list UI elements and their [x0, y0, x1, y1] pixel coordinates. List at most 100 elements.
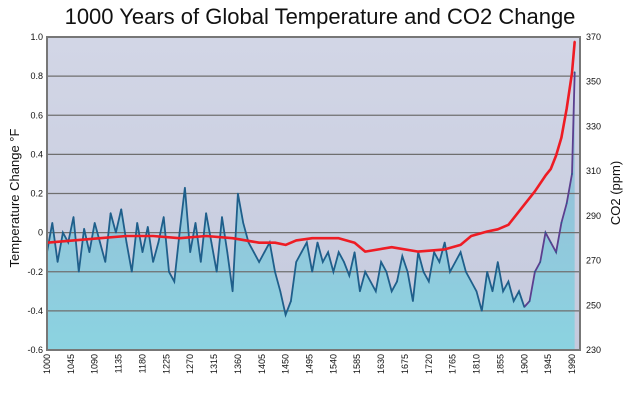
temperature-point	[56, 261, 59, 263]
x-tick-label: 1315	[209, 354, 219, 374]
temperature-point	[284, 313, 287, 316]
x-tick-label: 1000	[42, 354, 52, 374]
y2-tick-label: 270	[586, 256, 601, 266]
y2-tick-label: 350	[586, 77, 601, 87]
temperature-point	[449, 270, 451, 273]
temperature-point	[311, 270, 313, 273]
y2-tick-label: 290	[586, 211, 601, 221]
temperature-point	[369, 280, 372, 283]
co2-point	[295, 239, 298, 242]
temperature-point	[380, 261, 382, 263]
x-tick-label: 1270	[185, 354, 195, 374]
y2-axis-label: CO2 (ppm)	[608, 161, 623, 225]
temperature-point	[412, 300, 414, 302]
x-tick-label: 1495	[305, 354, 315, 374]
co2-point	[152, 235, 154, 237]
y2-tick-label: 370	[586, 32, 601, 42]
temperature-point	[353, 251, 356, 253]
x-tick-label: 1855	[495, 354, 505, 374]
temperature-point	[534, 270, 536, 273]
temperature-point	[290, 300, 292, 302]
temperature-point	[470, 280, 473, 283]
co2-point	[549, 168, 552, 170]
temperature-point	[327, 251, 329, 253]
temperature-point	[231, 290, 234, 293]
temperature-point	[72, 216, 75, 218]
co2-point	[258, 241, 261, 244]
temperature-point	[300, 251, 303, 253]
y-tick-label: 0.4	[30, 149, 43, 159]
temperature-point	[573, 71, 576, 74]
x-tick-label: 1180	[137, 354, 147, 373]
temperature-point	[162, 216, 165, 218]
temperature-point	[210, 241, 213, 244]
x-tick-label: 1990	[567, 354, 577, 374]
temperature-point	[507, 280, 510, 283]
co2-point	[205, 235, 207, 237]
x-tick-label: 1135	[114, 354, 124, 373]
temperature-point	[226, 251, 229, 253]
temperature-point	[199, 261, 202, 263]
temperature-point	[321, 261, 324, 263]
temperature-point	[125, 241, 128, 244]
temperature-point	[560, 222, 563, 224]
temperature-point	[237, 192, 239, 195]
temperature-point	[343, 261, 345, 263]
chart-title: 1000 Years of Global Temperature and CO2…	[64, 4, 576, 29]
temperature-point	[136, 222, 138, 224]
co2-point	[507, 223, 510, 226]
co2-point	[573, 40, 576, 43]
temperature-point	[496, 261, 499, 263]
co2-point	[274, 241, 276, 244]
temperature-point	[99, 241, 101, 244]
temperature-point	[428, 280, 430, 283]
temperature-point	[475, 290, 478, 293]
temperature-point	[523, 306, 526, 308]
y-tick-label: 0.6	[30, 110, 43, 120]
x-tick-label: 1045	[66, 354, 76, 374]
x-tick-label: 1720	[424, 354, 434, 374]
temperature-point	[443, 241, 446, 244]
temperature-point	[316, 241, 319, 244]
temperature-point	[364, 270, 366, 273]
temperature-point	[93, 222, 96, 224]
temperature-point	[348, 274, 351, 277]
temperature-point	[454, 261, 457, 263]
plot-frame	[46, 36, 581, 351]
temperature-point	[518, 290, 520, 293]
co2-point	[443, 248, 446, 251]
co2-point	[311, 237, 314, 240]
temperature-point	[131, 270, 133, 273]
x-tick-label: 1630	[376, 354, 386, 374]
co2-point	[496, 228, 499, 231]
temperature-point	[157, 241, 160, 244]
co2-point	[555, 154, 557, 157]
temperature-point	[571, 173, 573, 175]
co2-point	[178, 237, 181, 240]
temperature-point	[481, 310, 483, 312]
y-tick-label: 0.2	[30, 189, 43, 199]
temperature-point	[486, 270, 488, 273]
temperature-point	[544, 231, 547, 234]
co2-point	[125, 235, 128, 237]
temperature-point	[539, 261, 541, 263]
y-tick-label: 0.8	[30, 71, 43, 81]
temperature-point	[555, 251, 557, 253]
co2-point	[364, 250, 367, 253]
temperature-point	[406, 270, 409, 273]
x-tick-label: 1360	[233, 354, 243, 374]
y-tick-label: 1.0	[30, 32, 43, 42]
temperature-point	[205, 212, 207, 214]
temperature-point	[146, 225, 149, 228]
co2-point	[470, 235, 473, 237]
temperature-point	[115, 231, 117, 234]
temperature-point	[491, 290, 494, 293]
temperature-point	[549, 241, 552, 244]
temperature-point	[173, 280, 176, 283]
y2-tick-label: 250	[586, 300, 601, 310]
temperature-area	[47, 72, 575, 350]
temperature-point	[512, 300, 515, 302]
x-tick-label: 1540	[328, 354, 338, 374]
temperature-point	[390, 290, 393, 293]
